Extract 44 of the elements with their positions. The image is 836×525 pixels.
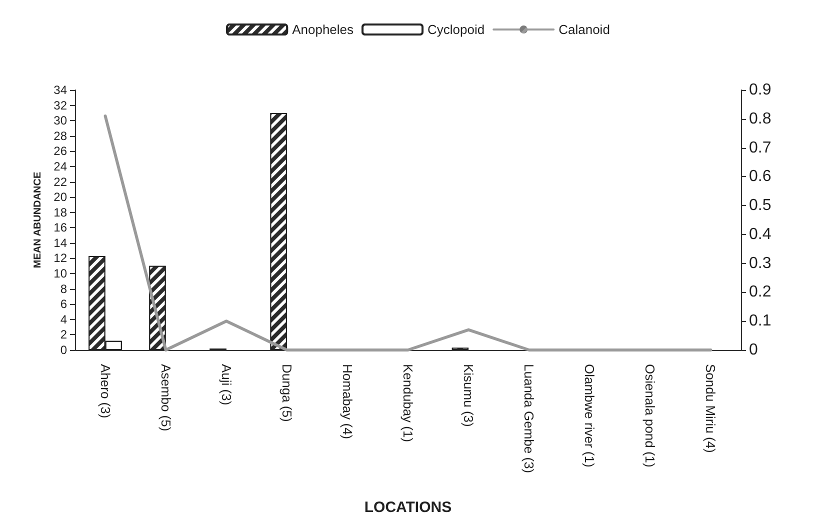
y-tick-label: 34 — [54, 83, 68, 97]
y2-tick-label: 0.6 — [749, 168, 772, 186]
x-tick-label: Kendubay (1) — [400, 364, 416, 442]
y-tick-label: 20 — [54, 190, 68, 204]
y-axis-title: MEAN ABUNDANCE — [32, 172, 44, 268]
x-tick-label: Kisumu (3) — [461, 364, 476, 427]
y2-tick-label: 0.8 — [749, 110, 772, 128]
y2-tick-label: 0.2 — [749, 284, 772, 301]
y2-tick-label: 0.1 — [749, 312, 772, 330]
x-tick-label: Osienala pond (1) — [642, 364, 658, 468]
y-tick-label: 12 — [54, 251, 68, 266]
y2-tick-label: 0.3 — [749, 254, 772, 272]
y-tick-label: 24 — [54, 159, 68, 174]
y-tick-label: 8 — [60, 282, 68, 296]
y-tick-label: 6 — [60, 297, 68, 312]
y-tick-label: 18 — [54, 205, 68, 220]
x-tick-label: Homabay (4) — [340, 364, 355, 440]
x-tick-label: Ahero (3) — [98, 364, 113, 418]
y-tick-label: 4 — [60, 312, 68, 326]
y2-tick-label: 0.9 — [749, 82, 772, 98]
y-tick-label: 14 — [54, 236, 68, 250]
y-tick-label: 0 — [60, 343, 68, 357]
y2-tick-label: 0 — [749, 342, 758, 358]
y-tick-label: 10 — [54, 266, 68, 281]
x-tick-label: Sondu Miriu (4) — [703, 364, 718, 453]
x-tick-label: Asembo (5) — [158, 364, 174, 432]
y-tick-label: 22 — [54, 174, 68, 189]
y-tick-label: 2 — [60, 328, 68, 342]
x-tick-label: Auji (3) — [218, 364, 234, 406]
legend-label: Cyclopoid — [428, 22, 485, 37]
x-axis-title: LOCATIONS — [364, 499, 452, 516]
y-tick-label: 26 — [54, 144, 68, 158]
x-tick-label: Dunga (5) — [279, 364, 294, 422]
x-tick-label: Olambwe river (1) — [582, 364, 598, 468]
y2-tick-label: 0.5 — [749, 197, 772, 214]
y2-tick-label: 0.4 — [749, 226, 772, 243]
x-tick-label: Luanda Gembe (3) — [522, 364, 537, 474]
y2-tick-label: 0.7 — [749, 139, 772, 156]
legend-label: Anopheles — [292, 22, 354, 37]
y-tick-label: 16 — [54, 220, 68, 235]
y-tick-label: 28 — [54, 128, 68, 143]
y-tick-label: 32 — [54, 98, 68, 112]
y-tick-label: 30 — [54, 114, 68, 128]
legend-label: Calanoid — [558, 22, 610, 37]
